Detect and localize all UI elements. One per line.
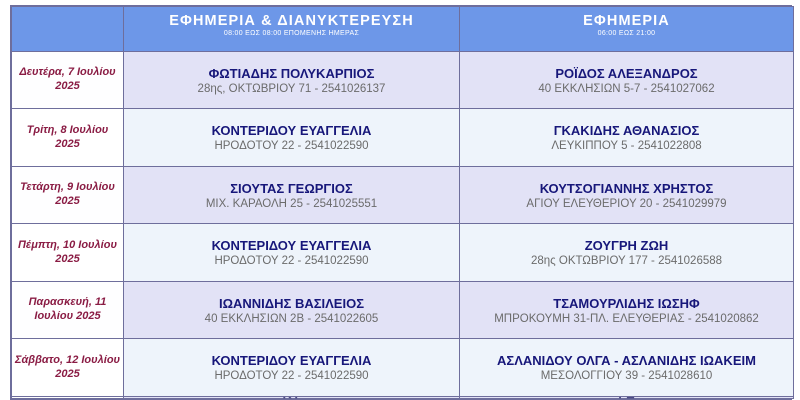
svg-text:ΓΕ: ΓΕ bbox=[618, 397, 635, 399]
svg-text:ΚΥ: ΚΥ bbox=[282, 397, 300, 399]
